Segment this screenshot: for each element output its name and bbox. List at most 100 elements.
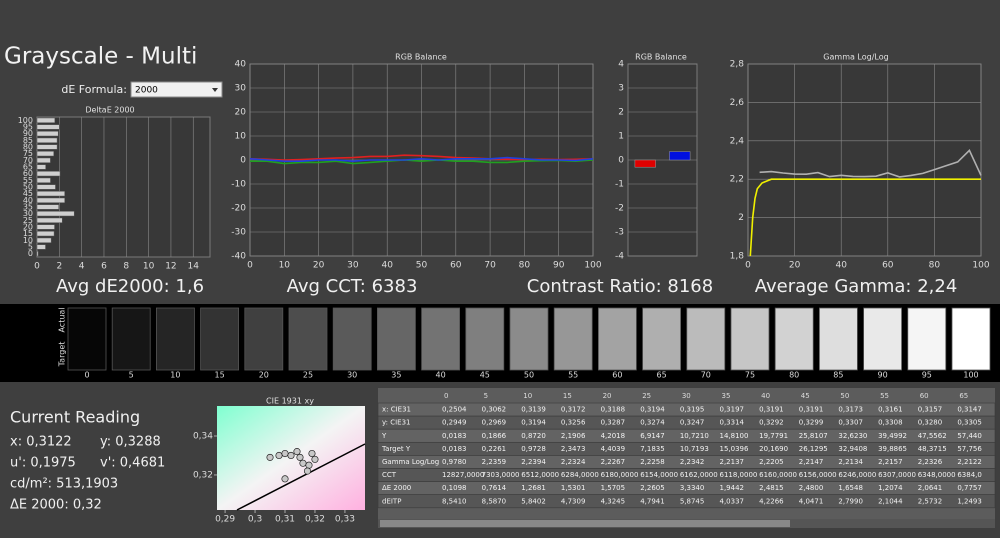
y-tick-label: 2 bbox=[738, 213, 744, 223]
table-cell: 39,8865 bbox=[878, 445, 907, 453]
table-cell: 4,4039 bbox=[601, 445, 626, 453]
formula-dropdown[interactable] bbox=[130, 81, 223, 98]
patch bbox=[686, 307, 726, 371]
table-cell: 2,1044 bbox=[878, 497, 903, 505]
row-header: y: CIE31 bbox=[382, 419, 411, 427]
table-cell: 0,3191 bbox=[799, 406, 824, 414]
patch-label: 65 bbox=[657, 371, 667, 380]
table-header: 45 bbox=[801, 392, 810, 400]
x-tick-label: 100 bbox=[972, 261, 989, 271]
y-tick-label: 0 bbox=[28, 249, 33, 258]
table-cell: 26,1295 bbox=[799, 445, 828, 453]
table-cell: 6512,0000 bbox=[521, 471, 559, 479]
table-cell: 15,0396 bbox=[720, 445, 749, 453]
table-header: 50 bbox=[840, 392, 849, 400]
table-cell: 12827,0000 bbox=[442, 471, 484, 479]
table-cell: 1,2681 bbox=[521, 484, 546, 492]
table-cell: 20,1690 bbox=[759, 445, 788, 453]
table-cell: 0,3287 bbox=[601, 419, 626, 427]
bar bbox=[669, 151, 691, 161]
table-cell: 2,2342 bbox=[680, 458, 705, 466]
y-tick-label: 30 bbox=[23, 209, 33, 218]
bar bbox=[36, 164, 46, 170]
chart-title: Gamma Log/Log bbox=[823, 53, 888, 62]
bar bbox=[36, 137, 58, 143]
patch bbox=[421, 307, 461, 371]
reading-value: u': 0,1975 bbox=[10, 456, 76, 471]
table-cell: 0,3307 bbox=[838, 419, 863, 427]
table-cell: 2,2326 bbox=[918, 458, 943, 466]
patch bbox=[642, 307, 681, 371]
y-tick-label: 0 bbox=[618, 156, 624, 166]
patch bbox=[951, 307, 991, 371]
point bbox=[308, 449, 316, 458]
table-cell: 6307,0000 bbox=[878, 471, 916, 479]
row-label: Actual bbox=[58, 307, 67, 332]
reading-value: y: 0,3288 bbox=[100, 435, 161, 450]
table-cell: 19,7791 bbox=[759, 432, 788, 440]
patch-label: 90 bbox=[878, 371, 888, 380]
table-cell: 10,7210 bbox=[680, 432, 709, 440]
patch bbox=[244, 307, 284, 371]
bar bbox=[36, 191, 65, 197]
table-cell: 0,3247 bbox=[680, 419, 705, 427]
chart-title: CIE 1931 xy bbox=[266, 397, 314, 406]
table-cell: 0,7614 bbox=[482, 484, 507, 492]
bar bbox=[36, 244, 46, 250]
patch bbox=[288, 307, 328, 371]
table-cell: 0,8720 bbox=[521, 432, 546, 440]
y-tick-label: 25 bbox=[23, 216, 33, 225]
reading-value: x: 0,3122 bbox=[10, 435, 72, 450]
table-cell: 7303,0000 bbox=[482, 471, 520, 479]
bar bbox=[36, 157, 51, 163]
patch-label: 50 bbox=[524, 371, 534, 380]
table-cell: 0,9728 bbox=[521, 445, 546, 453]
y-tick-label: 65 bbox=[23, 163, 33, 172]
patch bbox=[907, 307, 947, 371]
y-tick-label: 5 bbox=[28, 243, 33, 252]
plot-area bbox=[36, 116, 211, 258]
y-tick-label: 1 bbox=[618, 132, 624, 142]
x-tick-label: 2 bbox=[56, 262, 62, 272]
x-tick-label: 8 bbox=[123, 262, 129, 272]
point bbox=[287, 451, 295, 460]
series-line bbox=[749, 178, 981, 257]
table-cell: 0,3157 bbox=[918, 406, 943, 414]
patch bbox=[332, 307, 372, 371]
table-cell: 0,3314 bbox=[720, 419, 745, 427]
bar bbox=[36, 184, 56, 190]
bar bbox=[36, 224, 55, 230]
table-cell: 2,2605 bbox=[640, 484, 665, 492]
patch bbox=[598, 307, 637, 371]
x-tick-label: 20 bbox=[789, 261, 801, 271]
scroll-thumb[interactable] bbox=[380, 520, 790, 527]
table-cell: 4,0337 bbox=[720, 497, 745, 505]
bar bbox=[36, 231, 55, 237]
y-tick-label: 35 bbox=[23, 203, 33, 212]
patch-label: 15 bbox=[215, 371, 225, 380]
reading-title: Current Reading bbox=[10, 408, 140, 427]
y-tick-label: 15 bbox=[23, 229, 33, 238]
patch bbox=[111, 307, 151, 371]
y-tick-label: 2,6 bbox=[730, 98, 745, 108]
point bbox=[299, 459, 307, 467]
y-tick-label: 2 bbox=[618, 108, 624, 118]
table-cell: 2,5732 bbox=[918, 497, 943, 505]
y-tick-label: 2,8 bbox=[730, 60, 745, 70]
patch-label: 5 bbox=[129, 371, 134, 380]
y-tick-label: -40 bbox=[231, 252, 246, 262]
table-cell: 2,2134 bbox=[838, 458, 863, 466]
table-cell: 2,4815 bbox=[759, 484, 784, 492]
row-label: Target bbox=[58, 342, 67, 368]
y-tick-label: 10 bbox=[23, 236, 33, 245]
table-cell: 0,3188 bbox=[601, 406, 626, 414]
x-tick-label: 0 bbox=[745, 261, 751, 271]
table-cell: 39,4992 bbox=[878, 432, 907, 440]
table-cell: 4,2018 bbox=[601, 432, 626, 440]
y-tick-label: 0,34 bbox=[193, 431, 213, 441]
plot-area bbox=[747, 63, 982, 257]
x-tick-label: 6 bbox=[101, 262, 107, 272]
y-tick-label: 70 bbox=[23, 156, 33, 165]
y-tick-label: -10 bbox=[231, 180, 246, 190]
table-cell: 2,2157 bbox=[878, 458, 903, 466]
